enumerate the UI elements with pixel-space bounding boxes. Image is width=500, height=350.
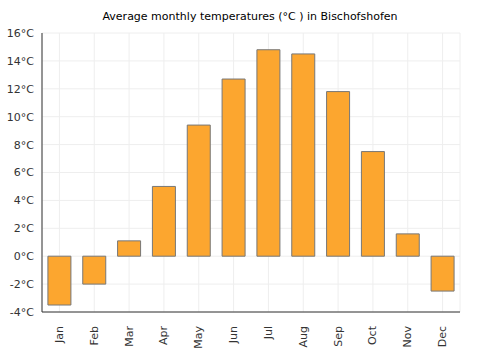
svg-text:Sep: Sep <box>332 326 345 347</box>
svg-text:Aug: Aug <box>297 326 310 347</box>
svg-text:2°C: 2°C <box>14 222 34 235</box>
svg-text:Jan: Jan <box>53 326 66 344</box>
svg-text:6°C: 6°C <box>14 166 34 179</box>
svg-text:8°C: 8°C <box>14 139 34 152</box>
svg-text:12°C: 12°C <box>8 83 34 96</box>
svg-text:Dec: Dec <box>436 326 449 347</box>
html-text:Average monthly temperatures (: Average monthly temperatures (°C ) in Bi… <box>102 10 398 23</box>
svg-text:Oct: Oct <box>366 325 379 345</box>
svg-text:May: May <box>192 326 205 349</box>
svg-text:4°C: 4°C <box>14 194 34 207</box>
svg-text:-4°C: -4°C <box>10 306 34 319</box>
svg-text:16°C: 16°C <box>8 27 34 40</box>
svg-text:-2°C: -2°C <box>10 278 34 291</box>
svg-text:14°C: 14°C <box>8 55 34 68</box>
svg-text:Jun: Jun <box>227 326 240 344</box>
svg-text:Jul: Jul <box>262 326 275 340</box>
svg-text:0°C: 0°C <box>14 250 34 263</box>
svg-text:Nov: Nov <box>401 326 414 348</box>
svg-text:10°C: 10°C <box>8 111 34 124</box>
svg-text:Feb: Feb <box>88 326 101 345</box>
svg-text:Mar: Mar <box>123 326 136 347</box>
svg-text:Apr: Apr <box>157 326 170 346</box>
